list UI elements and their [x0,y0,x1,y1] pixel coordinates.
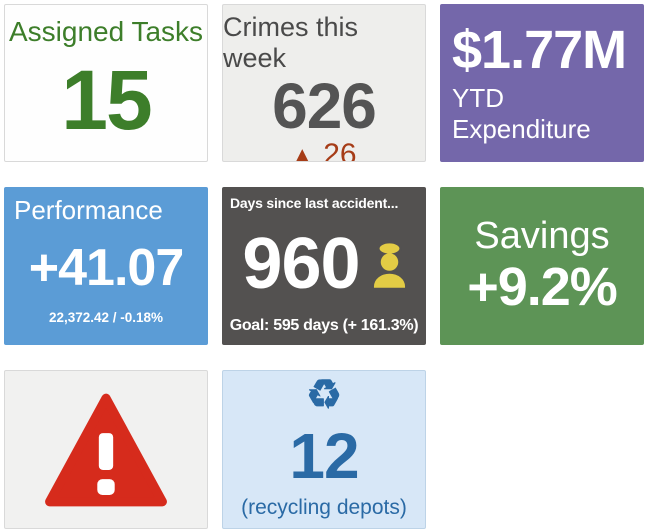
accident-goal: Goal: 595 days (+ 161.3%) [229,317,419,334]
savings-title: Savings [474,214,610,257]
expenditure-label: YTD Expenditure [452,82,591,144]
expenditure-value: $1.77M [452,20,627,81]
performance-detail: 22,372.42 / -0.18% [48,310,164,325]
warning-icon [42,391,170,509]
performance-value: +41.07 [28,239,185,297]
savings-value: +9.2% [467,256,618,317]
card-expenditure: $1.77M YTD Expenditure [440,4,644,162]
card-accident: Days since last accident... 960 Goal: 59… [222,187,426,345]
assigned-tasks-value: 15 [61,52,152,147]
card-recycling: ♻ 12 (recycling depots) [222,370,426,529]
worker-icon [373,240,406,288]
up-arrow-icon: ▲ [291,142,314,162]
crimes-delta: ▲ 26 [291,138,357,162]
crimes-delta-value: 26 [323,138,357,162]
assigned-tasks-title: Assigned Tasks [8,16,204,47]
card-warning [4,370,208,529]
crimes-title: Crimes this week [223,12,359,73]
card-crimes: Crimes this week 626 ▲ 26 [222,4,426,162]
accident-value: 960 [242,224,360,304]
card-savings: Savings +9.2% [440,187,644,345]
recycling-value: 12 [289,419,359,492]
recycling-label: (recycling depots) [241,496,407,519]
crimes-value: 626 [272,70,377,142]
accident-center: 960 [222,211,426,317]
card-performance: Performance +41.07 22,372.42 / -0.18% [4,187,208,345]
performance-title: Performance [14,195,163,225]
recycle-icon: ♻ [306,373,342,417]
accident-title: Days since last accident... [230,195,399,211]
card-assigned-tasks: Assigned Tasks 15 [4,4,208,162]
